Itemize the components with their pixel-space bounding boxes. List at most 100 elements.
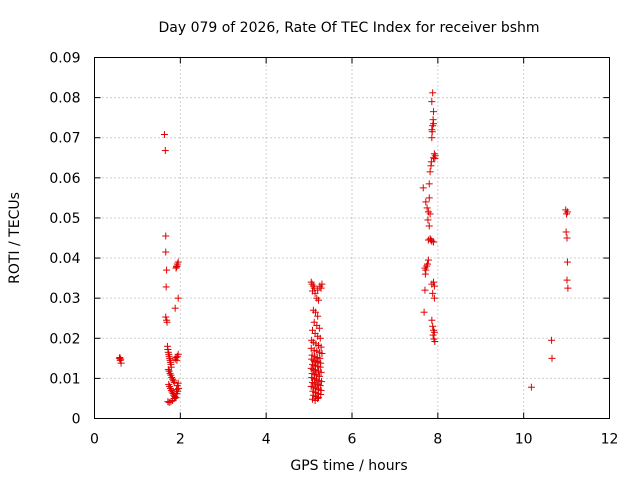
data-point <box>423 204 431 212</box>
data-point <box>169 377 177 385</box>
data-point <box>428 237 436 245</box>
data-point <box>428 316 436 324</box>
data-point <box>170 394 178 402</box>
data-point <box>430 108 438 116</box>
data-point <box>116 354 124 362</box>
data-point <box>163 318 171 326</box>
data-point <box>548 336 556 344</box>
data-point <box>424 216 432 224</box>
data-point <box>425 180 433 188</box>
data-point <box>317 368 325 376</box>
y-tick-label: 0.05 <box>49 211 80 227</box>
x-tick-label: 4 <box>262 432 271 448</box>
data-point <box>424 256 432 264</box>
data-point <box>427 236 435 244</box>
data-point <box>314 312 322 320</box>
y-tick-label: 0.01 <box>49 371 80 387</box>
y-tick-label: 0.07 <box>49 131 80 147</box>
data-point <box>431 155 439 163</box>
data-point <box>426 168 434 176</box>
data-point <box>426 210 434 218</box>
y-tick-label: 0.08 <box>49 91 80 107</box>
data-point <box>169 375 177 383</box>
data-point <box>318 378 326 386</box>
data-point <box>173 356 181 364</box>
data-point <box>548 354 556 362</box>
data-point <box>564 284 572 292</box>
data-point <box>172 394 180 402</box>
x-tick-label: 2 <box>176 432 185 448</box>
data-point <box>167 398 175 406</box>
chart-title: Day 079 of 2026, Rate Of TEC Index for r… <box>158 20 539 36</box>
data-point <box>316 354 324 362</box>
y-tick-label: 0.06 <box>49 171 80 187</box>
x-tick-label: 12 <box>601 432 619 448</box>
data-point <box>318 280 326 288</box>
data-point <box>562 228 570 236</box>
data-point <box>430 278 438 286</box>
data-point <box>430 154 438 162</box>
data-point <box>421 270 429 278</box>
data-point <box>428 98 436 106</box>
data-point <box>429 322 437 330</box>
x-tick-label: 0 <box>90 432 99 448</box>
data-point <box>160 131 168 139</box>
data-point <box>425 222 433 230</box>
y-axis-label: ROTI / TECUs <box>7 192 23 284</box>
y-tick-label: 0.02 <box>49 331 80 347</box>
data-point <box>422 198 430 206</box>
data-point <box>317 343 325 351</box>
data-point <box>428 134 436 142</box>
data-point <box>563 234 571 242</box>
data-point <box>162 313 170 321</box>
y-tick-label: 0.04 <box>49 251 80 267</box>
x-tick-label: 10 <box>515 432 533 448</box>
data-point <box>421 286 429 294</box>
tick-layer: 0 2 4 6 8 10 12 0 0.01 0.02 0.03 0.04 0.05 0.06 0.07 0.… <box>49 51 618 448</box>
data-point <box>166 370 174 378</box>
data-point <box>117 355 125 363</box>
data-point <box>316 334 324 342</box>
data-point <box>174 294 182 302</box>
x-tick-label: 6 <box>348 432 357 448</box>
data-point <box>172 386 180 394</box>
data-point <box>170 378 178 386</box>
data-point <box>163 266 171 274</box>
data-point <box>430 120 438 128</box>
data-point <box>315 324 323 332</box>
data-point <box>162 248 170 256</box>
data-point <box>429 289 437 297</box>
data-point <box>168 374 176 382</box>
data-point <box>171 304 179 312</box>
data-point <box>430 294 438 302</box>
grid-layer <box>94 57 610 419</box>
data-point <box>563 258 571 266</box>
data-point <box>427 158 435 166</box>
data-point <box>429 89 437 97</box>
data-point <box>168 388 176 396</box>
data-point <box>162 232 170 240</box>
data-point <box>174 350 182 358</box>
data-point <box>421 264 429 272</box>
data-point <box>428 126 436 134</box>
data-point <box>167 386 175 394</box>
data-point <box>429 331 437 339</box>
data-point <box>164 366 172 374</box>
data-point <box>420 308 428 316</box>
y-tick-label: 0.09 <box>49 51 80 67</box>
y-tick-label: 0 <box>72 412 81 428</box>
plot-frame <box>94 57 610 419</box>
x-axis-label: GPS time / hours <box>290 458 407 474</box>
data-point <box>316 382 324 390</box>
data-point <box>174 379 182 387</box>
data-point <box>425 194 433 202</box>
data-point <box>312 366 320 374</box>
x-tick-label: 8 <box>433 432 442 448</box>
data-point <box>431 337 439 345</box>
data-point <box>312 308 320 316</box>
data-point <box>161 147 169 155</box>
data-point <box>162 283 170 291</box>
data-point <box>174 258 182 266</box>
